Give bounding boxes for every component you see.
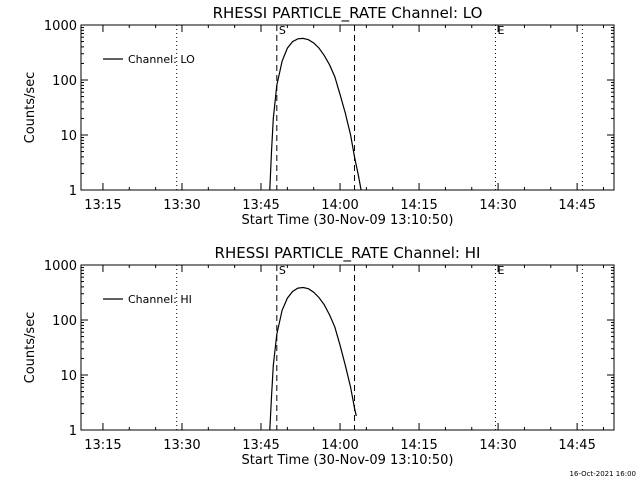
plot-frame — [80, 264, 615, 431]
chart-title: RHESSI PARTICLE_RATE Channel: LO — [213, 4, 483, 23]
x-tick-label: 13:45 — [242, 438, 279, 453]
x-tick-label: 14:00 — [321, 198, 358, 213]
y-tick-label: 1 — [69, 184, 77, 199]
x-tick-label: 14:45 — [558, 198, 595, 213]
y-axis-label: Counts/sec — [23, 312, 38, 384]
x-tick-label: 13:15 — [84, 198, 121, 213]
x-tick-label: 13:45 — [242, 198, 279, 213]
x-tick-label: 14:15 — [400, 438, 437, 453]
x-tick-label: 13:30 — [163, 438, 200, 453]
y-tick-label: 1 — [69, 424, 77, 439]
legend-entry: Channel: HI — [128, 293, 192, 306]
y-tick-label: 100 — [52, 314, 77, 329]
series-line — [269, 37, 362, 191]
x-tick-label: 14:15 — [400, 198, 437, 213]
event-marker-label: E — [497, 264, 504, 277]
x-tick-label: 14:45 — [558, 438, 595, 453]
x-tick-label: 13:15 — [84, 438, 121, 453]
chart-title: RHESSI PARTICLE_RATE Channel: HI — [215, 244, 481, 263]
footer-timestamp: 16-Oct-2021 16:00 — [569, 470, 636, 478]
y-tick-label: 10 — [60, 369, 77, 384]
y-axis-label: Counts/sec — [23, 72, 38, 144]
y-tick-label: 10 — [60, 129, 77, 144]
plot-frame — [80, 24, 615, 191]
x-tick-label: 13:30 — [163, 198, 200, 213]
x-tick-label: 14:30 — [479, 198, 516, 213]
y-tick-label: 1000 — [44, 19, 77, 34]
event-marker-label: E — [497, 24, 504, 37]
x-tick-label: 14:30 — [479, 438, 516, 453]
x-axis-label: Start Time (30-Nov-09 13:10:50) — [242, 453, 454, 468]
y-tick-label: 100 — [52, 74, 77, 89]
x-axis-label: Start Time (30-Nov-09 13:10:50) — [242, 213, 454, 228]
legend-entry: Channel: LO — [128, 53, 195, 66]
event-marker-label: S — [279, 24, 286, 37]
series-line — [269, 286, 357, 431]
y-tick-label: 1000 — [44, 259, 77, 274]
x-tick-label: 14:00 — [321, 438, 358, 453]
event-marker-label: S — [279, 264, 286, 277]
